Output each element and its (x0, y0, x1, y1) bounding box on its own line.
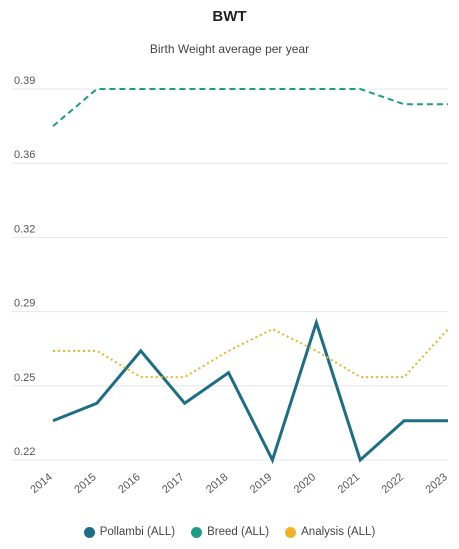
legend-swatch (285, 526, 297, 538)
x-tick-label: 2015 (72, 471, 98, 496)
series-line-pollambi-all (52, 317, 448, 464)
x-tick-label: 2016 (116, 471, 142, 496)
y-axis-labels: 0.22 0.25 0.29 0.32 0.36 0.39 (14, 75, 35, 458)
y-tick-label: 0.22 (14, 446, 35, 458)
legend-item[interactable]: Pollambi (ALL) (83, 526, 176, 538)
x-tick-label: 2017 (160, 471, 186, 496)
y-tick-label: 0.32 (14, 223, 35, 235)
chart-subtitle: Birth Weight average per year (149, 42, 310, 56)
y-tick-label: 0.29 (14, 298, 35, 310)
line-chart: 0.220.250.290.320.360.39 2014 2015 2016 201… (12, 75, 450, 496)
legend-swatch (83, 526, 95, 538)
legend: Pollambi (ALL) Breed (ALL) Analysis (ALL) (0, 526, 459, 538)
y-tick-label: 0.25 (14, 372, 35, 384)
x-tick-label: 2020 (292, 471, 318, 496)
legend-label: Breed (ALL) (207, 526, 270, 538)
legend-item[interactable]: Analysis (ALL) (285, 526, 375, 538)
legend-label: Analysis (ALL) (301, 526, 376, 538)
grid-lines (12, 88, 448, 461)
series-line-analysis-all (53, 327, 449, 379)
x-tick-label: 2014 (28, 471, 54, 496)
x-tick-label: 2018 (204, 471, 230, 496)
legend-swatch (191, 526, 203, 538)
x-tick-label: 2019 (248, 471, 274, 496)
chart-title: BWT (212, 8, 247, 25)
x-tick-label: 2021 (336, 471, 362, 496)
y-tick-label: 0.36 (14, 149, 35, 161)
series-lines (52, 88, 449, 464)
legend-label: Pollambi (ALL) (99, 526, 176, 538)
x-tick-label: 2023 (423, 471, 449, 496)
x-axis-labels: 2014 2015 2016 2017 2018 2019 2020 2021 2022 2023 (28, 471, 449, 496)
legend-item[interactable]: Breed (ALL) (191, 526, 269, 538)
x-tick-label: 2022 (380, 471, 406, 496)
series-line-breed-all (52, 88, 448, 127)
y-tick-label: 0.39 (14, 75, 35, 87)
